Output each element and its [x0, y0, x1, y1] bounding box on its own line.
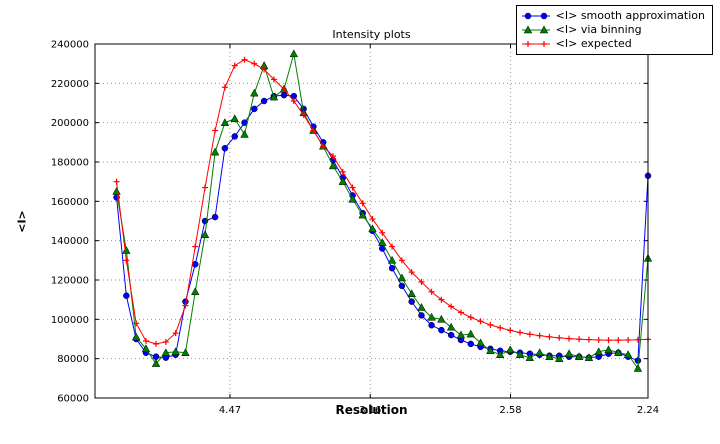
y-tick-label: 220000 — [51, 79, 89, 90]
plus-marker-icon — [521, 40, 550, 47]
y-tick-label: 140000 — [51, 236, 89, 247]
legend-item: <I> via binning — [521, 23, 705, 36]
x-tick-label: 4.47 — [219, 405, 241, 416]
series-circle — [113, 91, 652, 364]
legend-item: <I> expected — [521, 37, 705, 50]
legend-label: <I> smooth approximation — [555, 9, 705, 22]
triangle-up-marker-icon — [521, 24, 550, 33]
y-tick-label: 100000 — [51, 315, 89, 326]
y-tick-label: 60000 — [57, 394, 89, 405]
plot-frame — [94, 43, 649, 399]
x-tick-label: 2.58 — [499, 405, 521, 416]
y-tick-label: 180000 — [51, 158, 89, 169]
circle-marker-icon — [521, 12, 550, 19]
y-tick-label: 80000 — [57, 354, 89, 365]
series-triangle-up — [112, 49, 653, 372]
legend-item: <I> smooth approximation — [521, 9, 705, 22]
legend-label: <I> expected — [555, 37, 632, 50]
chart-title: Intensity plots — [332, 28, 411, 41]
legend: <I> smooth approximation <I> via binning <… — [515, 5, 713, 55]
x-axis-label: Resolution — [335, 403, 408, 417]
gridlines — [95, 44, 648, 398]
x-tick-label: 2.24 — [637, 405, 659, 416]
y-tick-label: 120000 — [51, 276, 89, 287]
y-tick-label: 200000 — [51, 118, 89, 129]
y-tick-label: 240000 — [51, 40, 89, 51]
legend-label: <I> via binning — [555, 23, 642, 36]
x-tick-label: 3.16 — [359, 405, 381, 416]
series-plus — [113, 56, 651, 347]
y-tick-label: 160000 — [51, 197, 89, 208]
